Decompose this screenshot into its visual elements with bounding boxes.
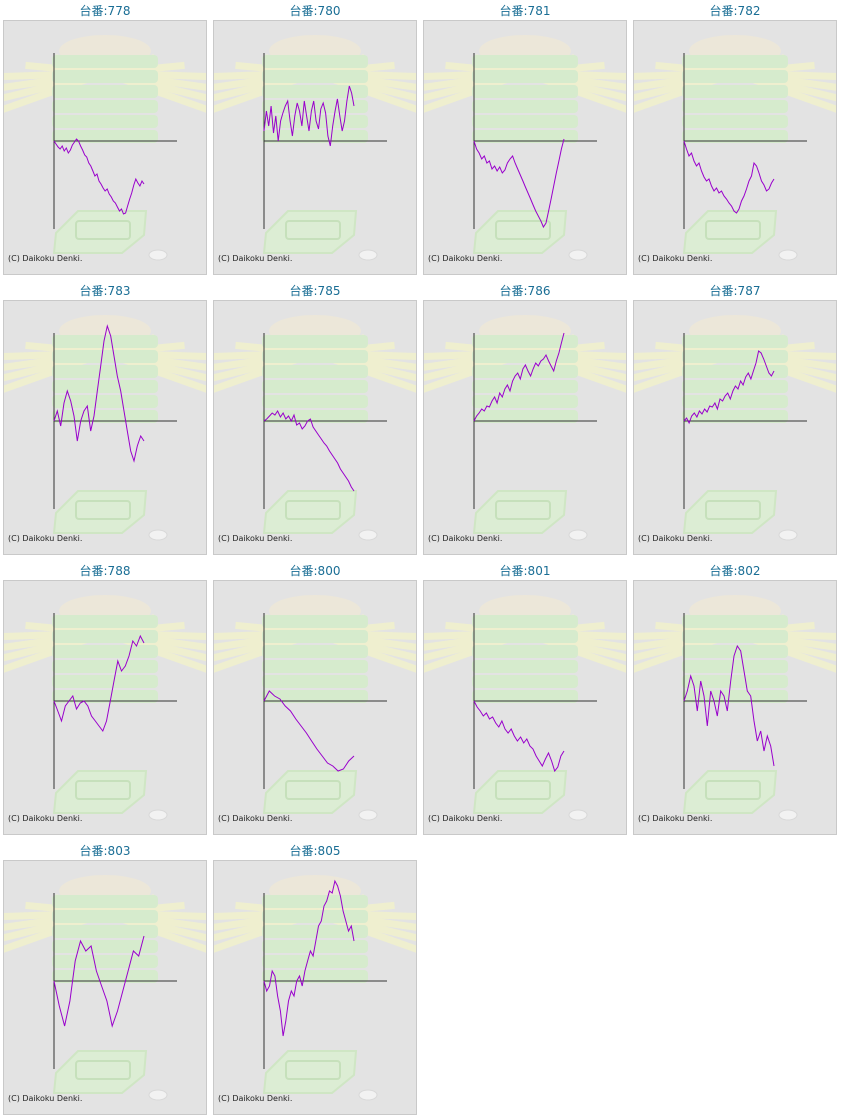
machine-number-link[interactable]: 台番:783 — [79, 284, 131, 298]
machine-number-link[interactable]: 台番:801 — [499, 564, 551, 578]
slump-graph[interactable]: (C) Daikoku Denki. — [3, 20, 207, 275]
slump-graph[interactable]: (C) Daikoku Denki. — [3, 860, 207, 1115]
machine-graph-card: 台番:782 (C) Daikoku Denki. — [630, 0, 840, 280]
machine-number-link[interactable]: 台番:802 — [709, 564, 761, 578]
machine-graph-card: 台番:788 (C) Daikoku Denki. — [0, 560, 210, 840]
slump-series-line — [683, 644, 775, 767]
background-artwork — [424, 595, 626, 821]
machine-number-link[interactable]: 台番:781 — [499, 4, 551, 18]
background-artwork — [634, 315, 836, 541]
slump-graph[interactable]: (C) Daikoku Denki. — [3, 300, 207, 555]
slump-series-line — [53, 324, 145, 463]
slump-graph[interactable]: (C) Daikoku Denki. — [213, 20, 417, 275]
machine-number-link[interactable]: 台番:788 — [79, 564, 131, 578]
machine-number-link[interactable]: 台番:787 — [709, 284, 761, 298]
copyright-text: (C) Daikoku Denki. — [638, 814, 713, 823]
background-artwork — [424, 315, 626, 541]
copyright-text: (C) Daikoku Denki. — [218, 254, 293, 263]
machine-graph-card: 台番:785 (C) Daikoku Denki. — [210, 280, 420, 560]
background-artwork — [4, 595, 206, 821]
background-artwork — [4, 875, 206, 1101]
copyright-text: (C) Daikoku Denki. — [218, 1094, 293, 1103]
copyright-text: (C) Daikoku Denki. — [428, 534, 503, 543]
slump-graph[interactable]: (C) Daikoku Denki. — [423, 580, 627, 835]
machine-number-link[interactable]: 台番:803 — [79, 844, 131, 858]
background-artwork — [214, 875, 416, 1101]
copyright-text: (C) Daikoku Denki. — [218, 814, 293, 823]
slump-series-line — [263, 690, 355, 772]
slump-graph[interactable]: (C) Daikoku Denki. — [633, 20, 837, 275]
copyright-text: (C) Daikoku Denki. — [8, 1094, 83, 1103]
background-artwork — [634, 35, 836, 261]
machine-number-link[interactable]: 台番:800 — [289, 564, 341, 578]
machine-graph-card: 台番:780 (C) Daikoku Denki. — [210, 0, 420, 280]
machine-graph-card: 台番:805 (C) Daikoku Denki. — [210, 840, 420, 1120]
machine-number-link[interactable]: 台番:778 — [79, 4, 131, 18]
copyright-text: (C) Daikoku Denki. — [8, 254, 83, 263]
slump-graph[interactable]: (C) Daikoku Denki. — [423, 300, 627, 555]
machine-graph-card: 台番:801 (C) Daikoku Denki. — [420, 560, 630, 840]
machine-number-link[interactable]: 台番:782 — [709, 4, 761, 18]
background-artwork — [214, 315, 416, 541]
slump-graph[interactable]: (C) Daikoku Denki. — [213, 860, 417, 1115]
copyright-text: (C) Daikoku Denki. — [8, 534, 83, 543]
copyright-text: (C) Daikoku Denki. — [8, 814, 83, 823]
slump-series-line — [473, 138, 565, 229]
slump-series-line — [53, 935, 145, 1028]
slump-series-line — [53, 634, 145, 733]
background-artwork — [214, 595, 416, 821]
machine-number-link[interactable]: 台番:780 — [289, 4, 341, 18]
slump-series-line — [263, 879, 355, 1037]
background-artwork — [634, 595, 836, 821]
copyright-text: (C) Daikoku Denki. — [638, 534, 713, 543]
copyright-text: (C) Daikoku Denki. — [638, 254, 713, 263]
background-artwork — [4, 315, 206, 541]
machine-graph-card: 台番:787 (C) Daikoku Denki. — [630, 280, 840, 560]
machine-graph-card: 台番:781 (C) Daikoku Denki. — [420, 0, 630, 280]
slump-series-line — [473, 332, 565, 422]
machine-graph-card: 台番:803 (C) Daikoku Denki. — [0, 840, 210, 1120]
background-artwork — [4, 35, 206, 261]
machine-graph-card: 台番:786 (C) Daikoku Denki. — [420, 280, 630, 560]
slump-series-line — [683, 350, 775, 425]
slump-graph[interactable]: (C) Daikoku Denki. — [633, 300, 837, 555]
copyright-text: (C) Daikoku Denki. — [218, 534, 293, 543]
slump-series-line — [263, 85, 355, 147]
machine-number-link[interactable]: 台番:786 — [499, 284, 551, 298]
slump-graph[interactable]: (C) Daikoku Denki. — [213, 300, 417, 555]
slump-graph[interactable]: (C) Daikoku Denki. — [423, 20, 627, 275]
copyright-text: (C) Daikoku Denki. — [428, 814, 503, 823]
slump-graph[interactable]: (C) Daikoku Denki. — [213, 580, 417, 835]
machine-graph-card: 台番:783 (C) Daikoku Denki. — [0, 280, 210, 560]
slump-graph[interactable]: (C) Daikoku Denki. — [633, 580, 837, 835]
slump-graph[interactable]: (C) Daikoku Denki. — [3, 580, 207, 835]
machine-number-link[interactable]: 台番:805 — [289, 844, 341, 858]
slump-series-line — [473, 700, 565, 773]
background-artwork — [424, 35, 626, 261]
copyright-text: (C) Daikoku Denki. — [428, 254, 503, 263]
machine-graph-card: 台番:778 (C) Daikoku Denki. — [0, 0, 210, 280]
slump-series-line — [53, 138, 145, 215]
machine-graph-card: 台番:800 (C) Daikoku Denki. — [210, 560, 420, 840]
background-artwork — [214, 35, 416, 261]
slump-series-line — [683, 140, 775, 214]
machine-graph-card: 台番:802 (C) Daikoku Denki. — [630, 560, 840, 840]
slump-series-line — [263, 409, 355, 492]
machine-number-link[interactable]: 台番:785 — [289, 284, 341, 298]
